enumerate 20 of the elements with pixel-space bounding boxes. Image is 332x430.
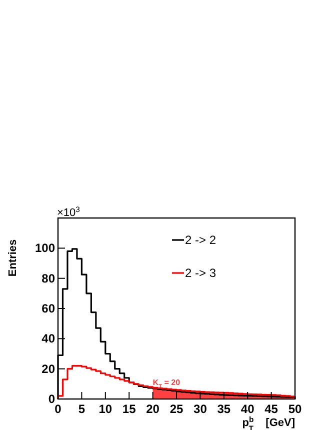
y-tick-label: 100 — [34, 241, 56, 256]
x-tick-label: 40 — [240, 402, 255, 416]
x-tick-label: 15 — [122, 402, 136, 416]
y-tick-label: 40 — [42, 332, 56, 346]
x-tick-label: 45 — [264, 402, 278, 416]
x-tick-label: 5 — [78, 402, 86, 416]
y-tick-label: 80 — [42, 271, 56, 286]
annotation: ×10$^{3}$ — [57, 204, 80, 219]
y-tick-label: 60 — [42, 302, 56, 316]
x-tick-label: 35 — [217, 402, 231, 416]
legend-label: 2 -> 2 — [185, 233, 216, 247]
y-tick-label: 20 — [42, 362, 56, 376]
x-tick-label: 50 — [288, 402, 302, 416]
x-tick-label: 30 — [194, 402, 208, 416]
y-tick-label: 0 — [48, 392, 56, 406]
x-tick-label: 25 — [170, 402, 184, 416]
legend-label: 2 -> 3 — [185, 266, 216, 280]
y-axis-title: Entries — [7, 239, 19, 277]
x-tick-label: 10 — [98, 402, 112, 416]
x-tick-label: 20 — [146, 402, 160, 416]
